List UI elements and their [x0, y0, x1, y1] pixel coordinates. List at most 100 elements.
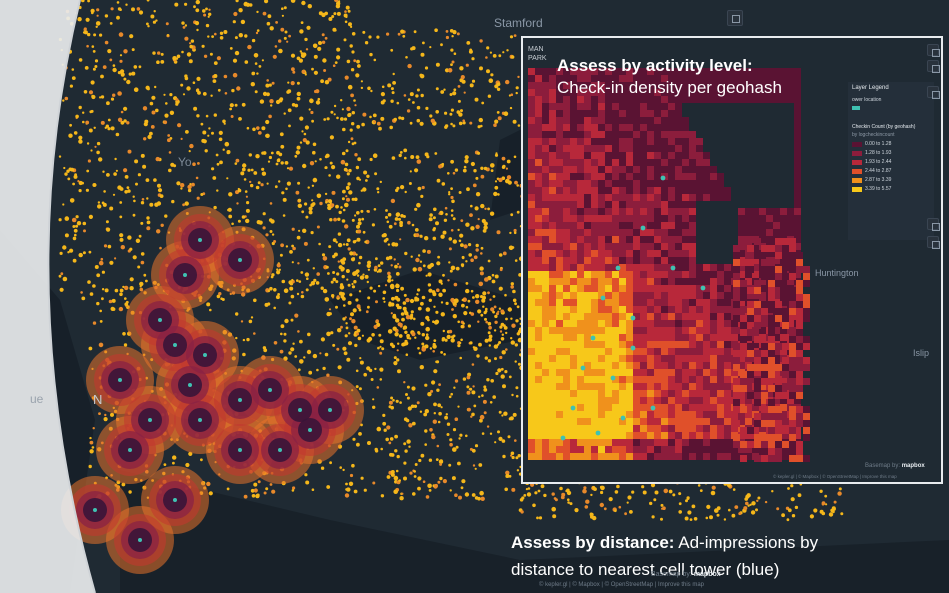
geohash-cell	[584, 390, 591, 397]
checkin-point	[351, 197, 355, 201]
checkin-point	[187, 184, 192, 190]
geohash-cell	[556, 117, 563, 124]
geohash-cell	[717, 82, 724, 89]
geohash-cell	[766, 89, 773, 96]
geohash-cell	[535, 355, 542, 362]
inset-control-legend[interactable]	[927, 86, 940, 99]
geohash-cell	[577, 236, 584, 243]
geohash-cell	[598, 194, 605, 201]
geohash-cell	[661, 264, 668, 271]
checkin-point	[350, 137, 354, 141]
main-credits[interactable]: © kepler.gl | © Mapbox | © OpenStreetMap…	[539, 582, 705, 588]
checkin-point	[561, 492, 566, 497]
inset-control-layers[interactable]	[927, 44, 940, 57]
geohash-cell	[668, 278, 675, 285]
geohash-cell	[803, 406, 810, 413]
geohash-cell	[584, 159, 591, 166]
geohash-cell	[591, 236, 598, 243]
checkin-point	[218, 292, 222, 296]
checkin-point	[771, 490, 774, 493]
checkin-point	[317, 46, 322, 52]
geohash-cell	[689, 250, 696, 257]
checkin-point	[335, 280, 339, 284]
geohash-cell	[768, 322, 775, 329]
checkin-point	[496, 230, 501, 235]
geohash-cell	[654, 432, 661, 439]
geohash-cell	[619, 75, 626, 82]
geohash-cell	[647, 404, 654, 411]
checkin-point	[432, 419, 437, 424]
checkin-point	[315, 100, 321, 105]
inset-control-3d[interactable]	[927, 236, 940, 249]
checkin-point	[271, 81, 275, 85]
checkin-point	[726, 483, 731, 488]
geohash-cell	[633, 201, 640, 208]
geohash-cell	[710, 180, 717, 187]
checkin-point	[114, 288, 119, 293]
checkin-point	[514, 302, 517, 306]
checkin-point	[321, 12, 326, 18]
checkin-point	[697, 484, 701, 487]
geohash-cell	[556, 222, 563, 229]
checkin-point	[96, 14, 99, 17]
tower-location-point	[560, 435, 566, 441]
checkin-point	[96, 8, 100, 12]
checkin-point	[290, 81, 295, 86]
geohash-cell	[731, 327, 738, 334]
geohash-cell	[661, 425, 668, 432]
geohash-cell	[768, 343, 775, 350]
checkin-point	[290, 0, 296, 3]
geohash-cell	[654, 404, 661, 411]
checkin-point	[398, 153, 402, 158]
checkin-point	[301, 130, 304, 133]
checkin-point	[787, 487, 790, 490]
inset-control-draw[interactable]	[927, 218, 940, 231]
checkin-point	[242, 338, 246, 342]
geohash-cell	[570, 173, 577, 180]
inset-credits[interactable]: © kepler.gl | © Mapbox | © OpenStreetMap…	[773, 474, 897, 479]
geohash-cell	[619, 222, 626, 229]
checkin-point	[434, 28, 438, 32]
checkin-point	[414, 228, 419, 232]
map-control-button[interactable]	[727, 10, 743, 26]
geohash-cell	[682, 264, 689, 271]
checkin-point	[480, 496, 485, 501]
checkin-point	[404, 190, 407, 194]
checkin-point	[415, 94, 419, 98]
geohash-cell	[794, 229, 801, 236]
geohash-cell	[605, 446, 612, 453]
checkin-point	[424, 236, 429, 241]
checkin-point	[483, 385, 487, 389]
geohash-cell	[549, 355, 556, 362]
geohash-cell	[528, 299, 535, 306]
geohash-cell	[682, 299, 689, 306]
checkin-point	[83, 30, 88, 35]
checkin-point	[660, 503, 664, 507]
checkin-point	[365, 179, 368, 182]
geohash-cell	[747, 266, 754, 273]
geohash-cell	[803, 413, 810, 420]
geohash-cell	[745, 397, 752, 404]
geohash-cell	[605, 390, 612, 397]
inset-map[interactable]: MAN PARK Huntington Islip Layer Legend o…	[521, 36, 943, 484]
checkin-point	[465, 288, 470, 294]
checkin-point	[450, 63, 453, 66]
checkin-point	[217, 88, 221, 92]
geohash-cell	[738, 432, 745, 439]
geohash-cell	[577, 250, 584, 257]
geohash-cell	[577, 271, 584, 278]
inset-control-settings[interactable]	[927, 60, 940, 73]
geohash-cell	[703, 278, 710, 285]
geohash-cell	[577, 306, 584, 313]
checkin-point	[412, 267, 417, 272]
geohash-cell	[542, 341, 549, 348]
checkin-point	[334, 29, 337, 32]
checkin-point	[425, 335, 430, 341]
checkin-point	[339, 285, 345, 290]
checkin-point	[322, 58, 327, 63]
checkin-point	[389, 342, 394, 347]
checkin-point	[376, 121, 381, 126]
checkin-point	[471, 448, 476, 453]
checkin-point	[336, 347, 340, 351]
geohash-cell	[675, 264, 682, 271]
